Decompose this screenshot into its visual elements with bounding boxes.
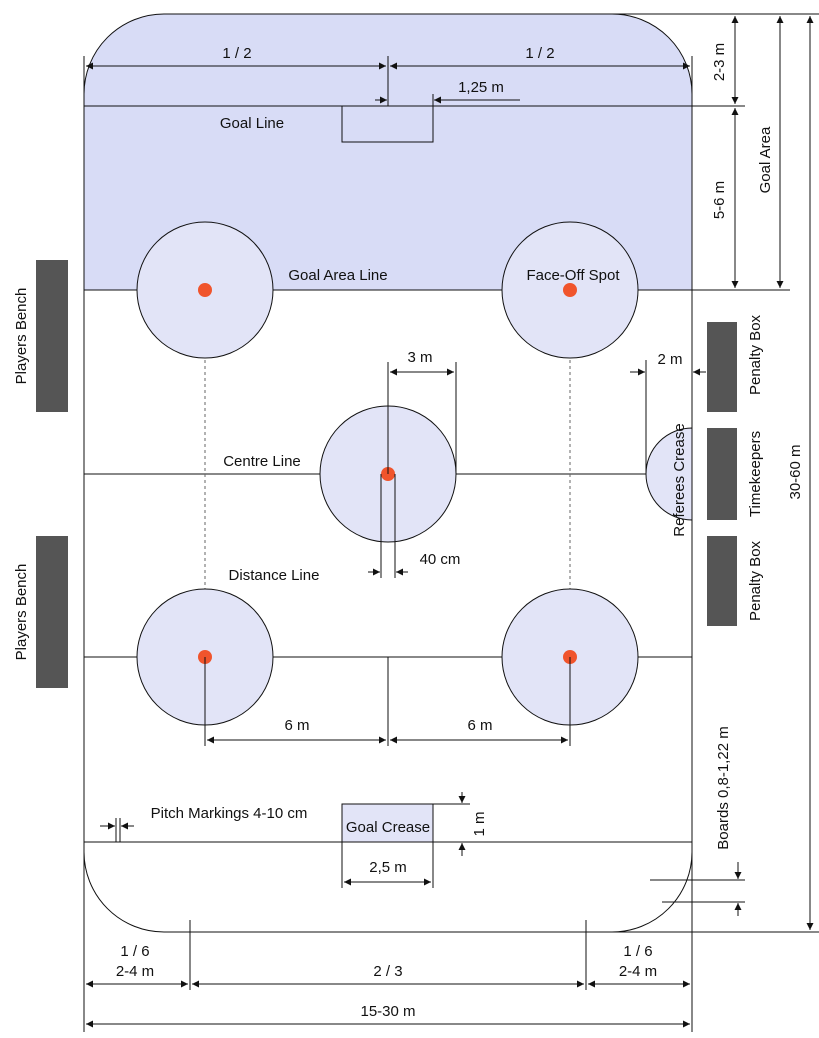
label-boards: Boards 0,8-1,22 m: [715, 726, 732, 849]
referees-crease: [645, 427, 693, 521]
goal-area-shading: [84, 14, 692, 290]
label-corner-left-frac: 1 / 6: [120, 943, 149, 960]
label-timekeepers: Timekeepers: [747, 431, 764, 517]
label-center-radius: 3 m: [407, 349, 432, 366]
penalty-box-top: [707, 322, 737, 412]
label-middle-frac: 2 / 3: [373, 963, 402, 980]
label-goal-area: Goal Area: [757, 126, 774, 193]
label-distance-line: Distance Line: [229, 567, 320, 584]
faceoff-spot: [563, 283, 577, 297]
label-dim-2-3: 2-3 m: [711, 43, 728, 81]
label-corner-left-m: 2-4 m: [116, 963, 154, 980]
label-goal-area-line: Goal Area Line: [288, 267, 387, 284]
label-top-half-left: 1 / 2: [222, 45, 251, 62]
players-bench-top: [36, 260, 68, 412]
label-crease-depth: 1 m: [471, 811, 488, 836]
label-pitch-markings: Pitch Markings 4-10 cm: [151, 805, 308, 822]
label-players-bench-top: Players Bench: [13, 288, 30, 385]
label-rink-length: 30-60 m: [787, 444, 804, 499]
label-total-width: 15-30 m: [360, 1003, 415, 1020]
label-face-off-spot: Face-Off Spot: [526, 267, 620, 284]
label-goal-crease: Goal Crease: [346, 819, 430, 836]
timekeepers-box: [707, 428, 737, 520]
label-corner-right-m: 2-4 m: [619, 963, 657, 980]
players-bench-bottom: [36, 536, 68, 688]
label-dim-5-6: 5-6 m: [711, 181, 728, 219]
label-spot-diameter: 40 cm: [420, 551, 461, 568]
label-penalty-box-top: Penalty Box: [747, 314, 764, 395]
label-referees-crease: Referees Crease: [671, 423, 688, 536]
label-penalty-box-bottom: Penalty Box: [747, 540, 764, 621]
label-spot-dist-right: 6 m: [467, 717, 492, 734]
label-goal-line: Goal Line: [220, 115, 284, 132]
label-centre-line: Centre Line: [223, 453, 301, 470]
goal-crease: [341, 803, 434, 843]
faceoff-spot: [198, 283, 212, 297]
label-players-bench-bottom: Players Bench: [13, 564, 30, 661]
penalty-box-bottom: [707, 536, 737, 626]
label-top-half-right: 1 / 2: [525, 45, 554, 62]
label-crease-width: 2,5 m: [369, 859, 407, 876]
label-spot-dist-left: 6 m: [284, 717, 309, 734]
label-goal-width: 1,25 m: [458, 79, 504, 96]
label-referees-dim: 2 m: [657, 351, 682, 368]
label-corner-right-frac: 1 / 6: [623, 943, 652, 960]
